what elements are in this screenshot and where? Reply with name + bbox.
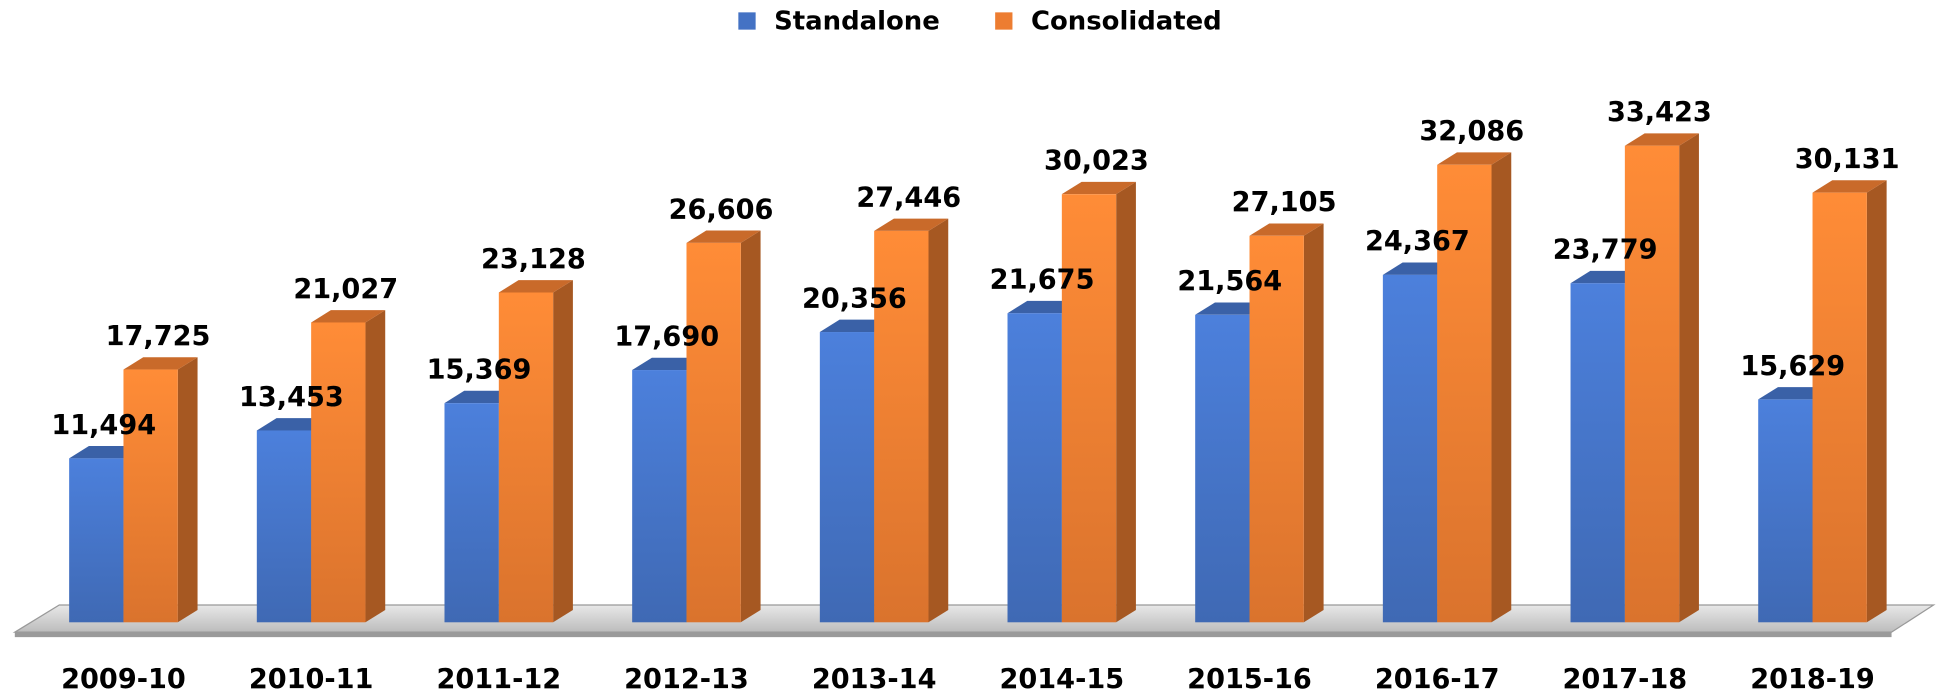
bar-top xyxy=(311,310,386,323)
bar xyxy=(444,403,499,623)
legend-swatch xyxy=(995,12,1013,30)
bar-side xyxy=(177,357,198,623)
bar xyxy=(1437,164,1492,623)
data-label: 23,128 xyxy=(481,244,586,275)
bar-side xyxy=(1679,133,1699,623)
bar xyxy=(1249,235,1304,623)
x-tick-label: 2013-14 xyxy=(812,664,937,695)
bar xyxy=(632,370,687,623)
bar xyxy=(819,332,875,623)
bar-top xyxy=(1249,223,1324,236)
data-label: 13,453 xyxy=(239,382,344,413)
bar xyxy=(1812,192,1867,623)
data-label: 21,564 xyxy=(1177,266,1282,297)
x-tick-label: 2012-13 xyxy=(624,664,749,695)
bar xyxy=(498,292,554,623)
bar-top xyxy=(123,357,198,370)
bar xyxy=(1570,283,1625,623)
bar-top xyxy=(1812,180,1887,193)
bar xyxy=(874,230,929,623)
bar-top xyxy=(874,218,949,231)
bar xyxy=(256,430,312,623)
bar-top xyxy=(498,280,573,293)
bar xyxy=(1007,313,1062,623)
floor-edge xyxy=(14,632,1892,638)
bar-side xyxy=(1866,180,1887,623)
data-label: 30,131 xyxy=(1795,144,1900,175)
data-label: 17,690 xyxy=(614,321,719,352)
data-label: 30,023 xyxy=(1044,146,1149,177)
bar-side xyxy=(553,280,573,623)
data-label: 20,356 xyxy=(802,283,907,314)
legend-swatch xyxy=(738,12,756,30)
x-tick-label: 2014-15 xyxy=(1000,664,1125,695)
bar xyxy=(311,322,366,623)
data-label: 33,423 xyxy=(1607,97,1712,128)
bar xyxy=(1624,145,1680,623)
data-label: 15,369 xyxy=(427,355,532,386)
bar xyxy=(69,458,124,623)
bar-top xyxy=(1061,181,1136,195)
bar-side xyxy=(365,310,386,623)
data-label: 27,446 xyxy=(856,182,961,213)
bar-top xyxy=(1624,133,1699,146)
x-tick-label: 2017-18 xyxy=(1563,664,1688,695)
data-label: 24,367 xyxy=(1365,226,1470,257)
bar-side xyxy=(928,218,949,623)
bar-top xyxy=(686,230,761,243)
x-tick-label: 2016-17 xyxy=(1375,664,1500,695)
data-label: 23,779 xyxy=(1553,235,1658,266)
bar xyxy=(1382,274,1438,623)
x-tick-label: 2010-11 xyxy=(249,664,374,695)
data-label: 26,606 xyxy=(669,194,774,225)
x-tick-label: 2009-10 xyxy=(61,664,186,695)
bar-side xyxy=(740,230,761,623)
bar xyxy=(1061,194,1117,623)
data-label: 27,105 xyxy=(1232,187,1337,218)
bar xyxy=(686,242,741,623)
bar-side xyxy=(1303,223,1324,623)
data-label: 21,027 xyxy=(293,274,398,305)
x-tick-label: 2015-16 xyxy=(1187,664,1312,695)
data-label: 17,725 xyxy=(106,321,211,352)
data-label: 32,086 xyxy=(1419,116,1524,147)
bar-side xyxy=(1116,181,1136,623)
bar xyxy=(123,369,178,623)
data-label: 21,675 xyxy=(990,265,1095,296)
x-tick-label: 2011-12 xyxy=(436,664,561,695)
bar xyxy=(1195,314,1250,623)
bar-side xyxy=(1491,152,1512,623)
data-label: 15,629 xyxy=(1740,351,1845,382)
legend-label: Standalone xyxy=(774,7,940,37)
data-label: 11,494 xyxy=(51,410,156,441)
bar xyxy=(1758,399,1813,623)
legend-label: Consolidated xyxy=(1031,7,1222,37)
x-tick-label: 2018-19 xyxy=(1750,664,1875,695)
bar-top xyxy=(1437,152,1512,165)
